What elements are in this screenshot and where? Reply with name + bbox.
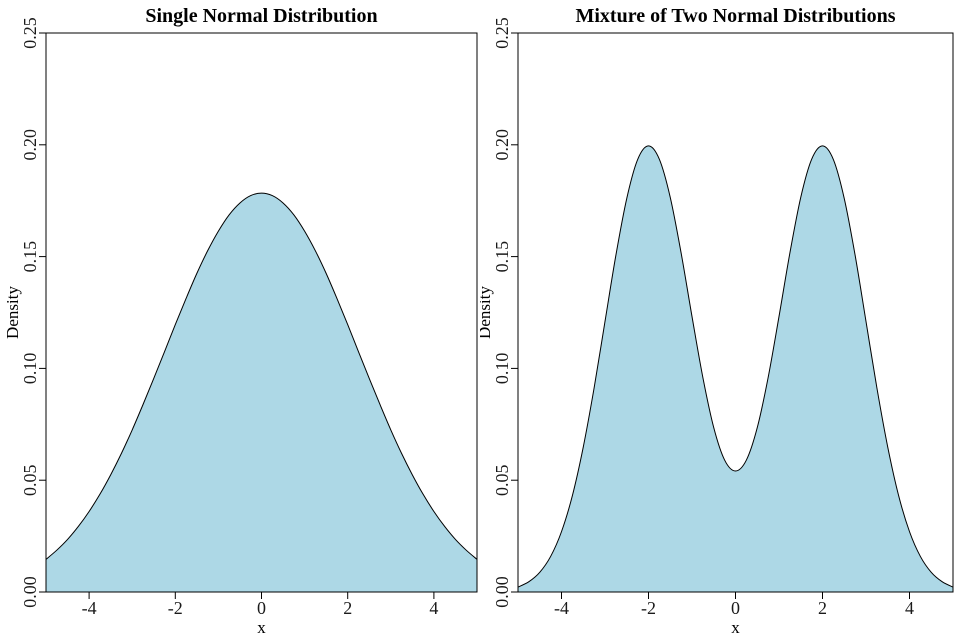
- y-tick-label: 0.25: [492, 17, 512, 49]
- y-tick-label: 0.15: [20, 241, 40, 273]
- x-tick-label: 0: [731, 598, 740, 618]
- page-title: Single Normal Distribution: [145, 5, 377, 27]
- x-tick-label: 0: [257, 598, 266, 618]
- x-axis-label: x: [257, 618, 266, 637]
- density-curve: [517, 145, 954, 593]
- y-tick-label: 0.05: [492, 464, 512, 496]
- plot-area-single: -4 -2 0 2 4 0.00 0.05 0.10 0.15 0.20 0.25: [20, 17, 478, 618]
- y-axis-label: Density: [3, 286, 22, 339]
- density-curve: [45, 192, 478, 593]
- y-tick-label: 0.00: [20, 576, 40, 608]
- y-tick-label: 0.15: [492, 241, 512, 273]
- plot-area-mixture: -4 -2 0 2 4 0.00 0.05 0.10 0.15 0.20 0.25: [492, 17, 954, 618]
- y-tick-label: 0.20: [492, 129, 512, 161]
- x-tick-label: 4: [905, 598, 914, 618]
- x-tick-label: -2: [641, 598, 656, 618]
- x-tick-label: 2: [343, 598, 352, 618]
- y-tick-label: 0.10: [492, 353, 512, 385]
- page-title: Mixture of Two Normal Distributions: [576, 5, 896, 27]
- y-tick-label: 0.10: [20, 353, 40, 385]
- y-tick-label: 0.25: [20, 17, 40, 49]
- panel-single-normal: Single Normal Distribution -4 -2 0 2 4 0.00 0.…: [3, 5, 478, 637]
- x-axis-label: x: [731, 618, 740, 637]
- x-tick-label: -2: [168, 598, 183, 618]
- x-tick-label: -4: [82, 598, 97, 618]
- x-tick-label: 4: [429, 598, 438, 618]
- y-tick-label: 0.05: [20, 464, 40, 496]
- y-tick-label: 0.00: [492, 576, 512, 608]
- y-axis-label: Density: [480, 286, 494, 339]
- x-tick-label: -4: [554, 598, 569, 618]
- x-tick-label: 2: [818, 598, 827, 618]
- y-tick-label: 0.20: [20, 129, 40, 161]
- panel-mixture: Mixture of Two Normal Distributions -4 -2…: [480, 5, 954, 637]
